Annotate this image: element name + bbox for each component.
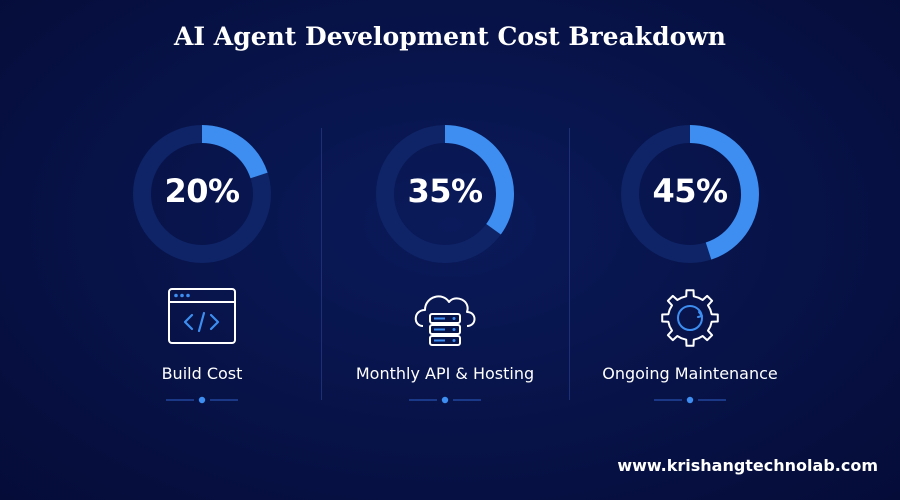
dot-divider-decoration [166,396,238,404]
gear-outline [661,289,719,347]
gauge-arc-api-hosting [444,125,514,235]
donut-gauge-api-hosting [376,125,514,263]
cloud-server-icon [414,295,476,346]
gear-icon [661,289,719,347]
cost-item-build: 20% Build Cost [77,120,327,410]
gauge-arc-maintenance [689,125,759,260]
website-url: www.krishangtechnolab.com [617,456,878,475]
category-label-api-hosting: Monthly API & Hosting [355,364,535,383]
dot-divider-decoration [654,396,726,404]
category-label-build: Build Cost [161,364,243,383]
chart-title: AI Agent Development Cost Breakdown [174,22,726,51]
donut-gauge-build [133,125,271,263]
category-label-maintenance: Ongoing Maintenance [602,364,778,383]
value-label-api-hosting: 35% [407,172,483,210]
value-label-maintenance: 45% [652,172,728,210]
value-label-build: 20% [164,172,240,210]
gauge-arc-build [201,125,268,179]
cost-item-api-hosting: 35% Monthly API & Hosting [320,120,570,410]
donut-gauge-maintenance [621,125,759,263]
dot-divider-decoration [409,396,481,404]
column-divider [569,128,570,400]
code-window-icon [168,288,236,344]
cost-item-maintenance: 45% Ongoing Maintenance [565,120,815,410]
column-divider [321,128,322,400]
